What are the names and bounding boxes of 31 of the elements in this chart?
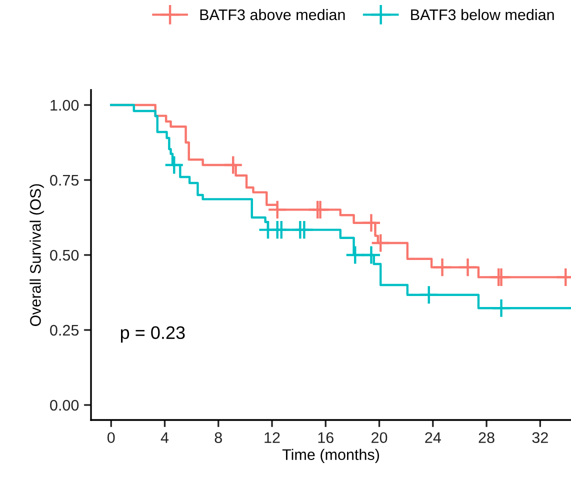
- x-axis-title: Time (months): [282, 448, 380, 464]
- point: [223, 155, 244, 175]
- point: [418, 285, 439, 305]
- point: [267, 200, 288, 220]
- x-tick-label: 4: [160, 432, 169, 443]
- y-tick-label: 0.50: [50, 250, 79, 261]
- x-tick-label: 24: [425, 432, 441, 443]
- y-tick-label: 0.75: [50, 174, 79, 186]
- x-tick-label: 12: [264, 432, 280, 443]
- y-axis-title: Overall Survival (OS): [30, 184, 44, 326]
- x-tick-label: 16: [318, 432, 334, 444]
- y-tick-label: 0.25: [50, 324, 79, 336]
- point: [370, 233, 390, 253]
- legend-label: BATF3 below median: [411, 8, 554, 20]
- point: [458, 257, 478, 278]
- point: [345, 245, 366, 265]
- point: [432, 257, 452, 278]
- point: [361, 213, 382, 233]
- point: [164, 155, 184, 175]
- annotation: p = 0.23: [120, 326, 185, 343]
- point: [294, 220, 314, 240]
- x-tick-label: 32: [532, 432, 548, 444]
- x-tick-label: 8: [214, 432, 222, 444]
- point: [361, 245, 382, 265]
- point: [491, 298, 512, 318]
- x-tick-label: 28: [478, 432, 494, 444]
- y-tick-label: 0.00: [50, 400, 79, 411]
- legend-label: BATF3 above median: [200, 8, 345, 20]
- y-tick-label: 1.00: [50, 100, 79, 111]
- x-tick-label: 20: [372, 432, 388, 444]
- x-tick-label: 0: [107, 432, 115, 444]
